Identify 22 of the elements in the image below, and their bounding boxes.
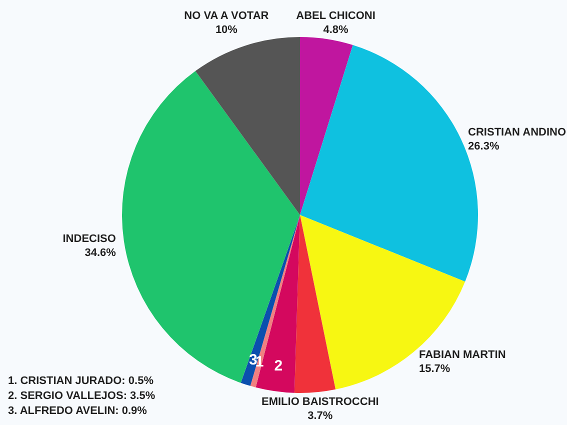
slice-label: 3	[248, 352, 258, 369]
slice-label: FABIAN MARTIN	[419, 348, 506, 361]
slice-label: EMILIO BAISTROCCHI	[261, 396, 379, 408]
pie-slice	[300, 37, 353, 215]
pie-slice	[300, 215, 466, 390]
data-label: 34.6%	[84, 246, 116, 259]
slice-label: ABEL CHICONI	[296, 10, 376, 22]
data-label: 15.7%	[419, 362, 450, 375]
data-label: 4.8%	[323, 24, 349, 36]
slice-label: NO VA A VOTAR	[184, 10, 269, 22]
data-label: 26.3%	[468, 140, 500, 152]
data-label: 3.7%	[308, 410, 333, 422]
pie-slice	[240, 215, 300, 386]
pie-slice	[294, 215, 336, 393]
text: 1. CRISTIAN JURADO: 0.5%	[8, 375, 154, 387]
slice-label: 2	[274, 358, 283, 375]
text: 3. ALFREDO AVELIN: 0.9%	[8, 405, 148, 417]
slice-label: CRISTIAN ANDINO	[468, 126, 566, 138]
text: 2. SERGIO VALLEJOS: 3.5%	[8, 390, 156, 402]
slice-label: INDECISO	[62, 232, 116, 245]
pie-slice	[195, 37, 300, 215]
data-label: 10%	[215, 24, 238, 36]
